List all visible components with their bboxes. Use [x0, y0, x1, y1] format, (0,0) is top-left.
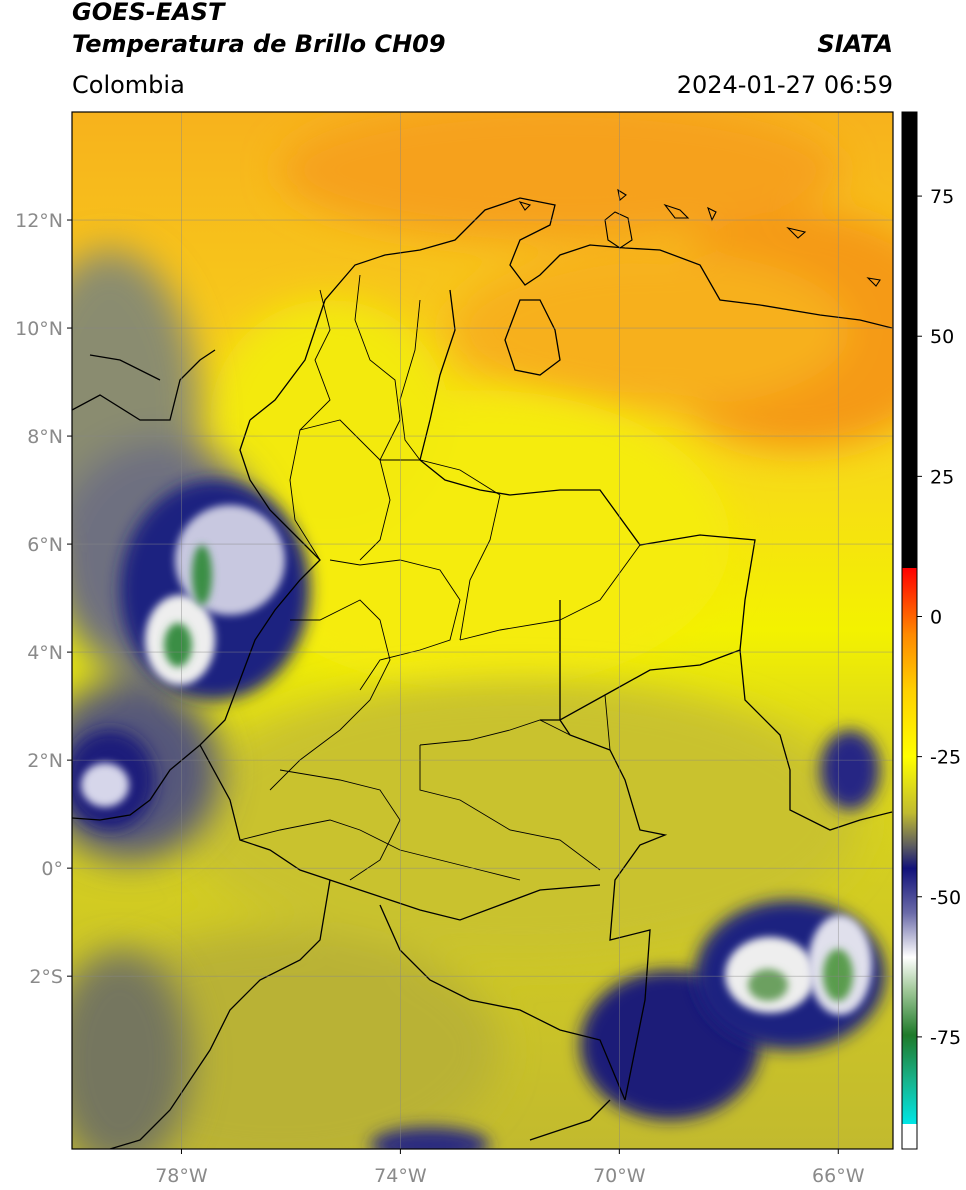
satellite-imagery [72, 112, 893, 1149]
graticule [72, 112, 893, 1149]
yellow-band [210, 300, 730, 690]
lon-tick-label: 74°W [374, 1165, 427, 1187]
timestamp-label: 2024-01-27 06:59 [676, 71, 893, 99]
islands [518, 188, 881, 287]
colorbar-tick-label: 75 [930, 186, 954, 208]
colorbar-tick-label: -25 [930, 747, 961, 769]
colorbar-tick-label: -75 [930, 1027, 961, 1049]
lat-tick-label: 0° [41, 858, 63, 880]
colorbar-tick-label: 50 [930, 326, 954, 348]
region-label: Colombia [72, 71, 185, 99]
axis-ticks: 12°N 10°N 8°N 6°N 4°N 2°N 0° 2°S 78°W 74°W 70°W 66°… [15, 210, 865, 1187]
colorbar-ticks: 75 50 25 0 -25 -50 -75 [917, 186, 961, 1049]
department-boundaries [239, 274, 641, 881]
colorbar-tick-label: 0 [930, 606, 942, 628]
organization-label: SIATA [817, 30, 893, 58]
convective-cell-east [820, 730, 880, 810]
lon-tick-label: 70°W [593, 1165, 646, 1187]
lat-tick-label: 2°N [27, 750, 63, 772]
colorbar-frame [901, 111, 918, 1150]
convective-cell-amazon-east [695, 900, 885, 1050]
satellite-title: GOES-EAST [72, 0, 225, 26]
colorbar-white-segment [902, 1124, 917, 1149]
convective-cell-pacific [72, 730, 155, 830]
convective-cell-bottom [370, 1127, 490, 1149]
lat-tick-label: 6°N [27, 534, 63, 556]
lon-tick-label: 78°W [155, 1165, 208, 1187]
lat-tick-label: 10°N [15, 318, 63, 340]
lat-tick-label: 12°N [15, 210, 63, 232]
colorbar-tick-label: -50 [930, 887, 961, 909]
lat-tick-label: 8°N [27, 426, 63, 448]
map-frame [71, 111, 894, 1150]
convective-cell-choco [120, 480, 310, 700]
colorbar-black-segment [902, 112, 917, 568]
lon-tick-label: 66°W [812, 1165, 865, 1187]
colorbar-tick-label: 25 [930, 466, 954, 488]
lat-tick-label: 4°N [27, 642, 63, 664]
colorbar: 75 50 25 0 -25 -50 -75 [901, 111, 961, 1150]
lat-tick-label: 2°S [29, 966, 63, 988]
colorbar-gradient [902, 568, 917, 1124]
product-title: Temperatura de Brillo CH09 [72, 30, 446, 58]
